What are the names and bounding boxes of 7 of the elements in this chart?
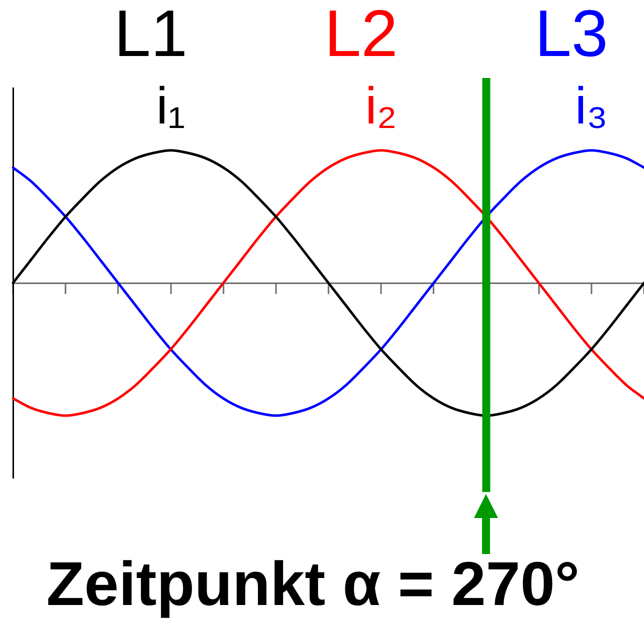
text: Zeitpunkt α = 270° — [45, 550, 581, 619]
series-label: i₂ — [365, 77, 397, 136]
series-label: i₃ — [575, 77, 608, 136]
text: L1 — [114, 0, 188, 70]
text: L3 — [534, 0, 608, 70]
text: L2 — [324, 0, 398, 70]
series-label: i₁ — [156, 77, 186, 136]
